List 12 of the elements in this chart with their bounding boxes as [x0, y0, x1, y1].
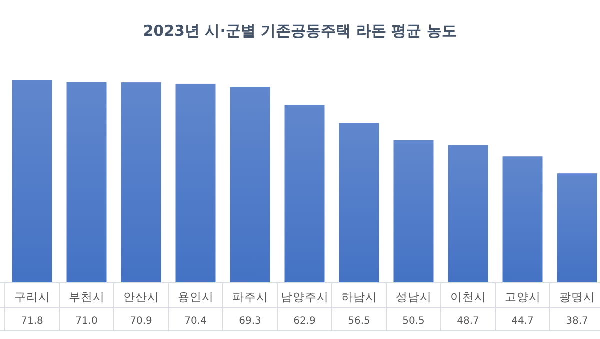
chart-title: 2023년 시·군별 기존공동주택 라돈 평균 농도	[143, 22, 457, 40]
x-tick-label: 안산시	[123, 290, 160, 304]
x-tick-label: 남양주시	[280, 290, 329, 304]
x-tick-label: 이천시	[450, 290, 486, 304]
x-tick-label: 부천시	[68, 290, 105, 304]
x-tick-label: 성남시	[396, 290, 432, 304]
x-tick-label: 구리시	[14, 290, 50, 304]
x-tick-label: 하남시	[341, 290, 378, 304]
x-tick-label: 광명시	[559, 290, 596, 304]
x-tick-label: 고양시	[504, 290, 541, 304]
x-tick-label: 용인시	[178, 290, 214, 304]
x-tick-label: 파주시	[232, 290, 268, 304]
